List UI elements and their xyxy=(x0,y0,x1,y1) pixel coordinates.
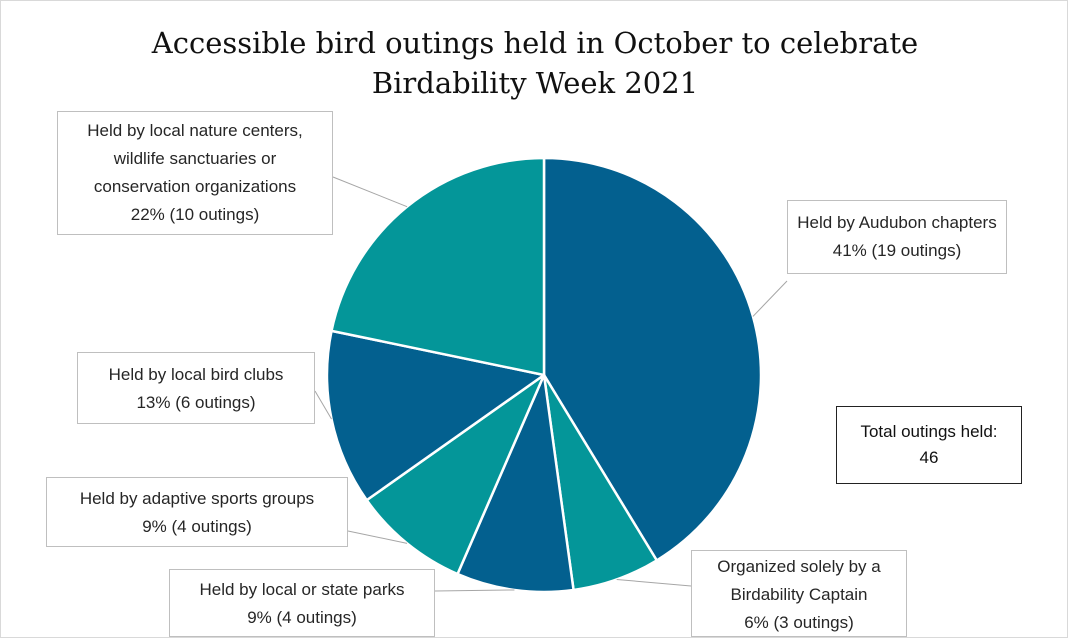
label-local-bird-clubs-line-2: 13% (6 outings) xyxy=(136,393,256,412)
pie-slice-local-bird-clubs xyxy=(325,329,546,502)
label-nature-centers: Held by local nature centers, wildlife s… xyxy=(57,111,333,235)
label-local-state-parks: Held by local or state parks 9% (4 outin… xyxy=(169,569,435,637)
leader-line-local-bird-clubs xyxy=(314,390,332,420)
label-nature-centers-line-1: Held by local nature centers, xyxy=(87,121,303,140)
leader-line-birdability-captain xyxy=(616,578,692,587)
chart-title-line-1: Accessible bird outings held in October … xyxy=(151,26,919,60)
chart-title-line-2: Birdability Week 2021 xyxy=(371,66,699,100)
total-outings-label: Total outings held: xyxy=(860,422,998,441)
label-local-state-parks-line-1: Held by local or state parks xyxy=(199,580,405,599)
label-birdability-captain: Organized solely by a Birdability Captai… xyxy=(691,550,907,637)
label-nature-centers-line-4: 22% (10 outings) xyxy=(130,205,260,224)
label-adaptive-sports-groups-line-1: Held by adaptive sports groups xyxy=(79,489,315,508)
label-adaptive-sports-groups-line-2: 9% (4 outings) xyxy=(142,517,252,536)
label-local-state-parks-line-2: 9% (4 outings) xyxy=(247,608,357,627)
total-outings-value: 46 xyxy=(919,448,939,467)
label-local-bird-clubs-line-1: Held by local bird clubs xyxy=(108,365,284,384)
label-audubon-chapters-line-2: 41% (19 outings) xyxy=(832,241,962,260)
leader-line-audubon-chapters xyxy=(752,280,788,317)
chart-title: Accessible bird outings held in October … xyxy=(1,23,1068,103)
label-local-bird-clubs: Held by local bird clubs 13% (6 outings) xyxy=(77,352,315,424)
pie-slice-nature-centers xyxy=(330,156,546,377)
leader-line-nature-centers xyxy=(332,176,408,208)
leader-line-adaptive-sports-groups xyxy=(347,530,408,544)
label-birdability-captain-line-3: 6% (3 outings) xyxy=(744,613,854,632)
label-adaptive-sports-groups: Held by adaptive sports groups 9% (4 out… xyxy=(46,477,348,547)
label-nature-centers-line-3: conservation organizations xyxy=(93,177,297,196)
leader-line-local-state-parks xyxy=(434,589,515,592)
pie-slice-adaptive-sports-groups xyxy=(365,373,546,576)
label-birdability-captain-line-2: Birdability Captain xyxy=(730,585,868,604)
label-nature-centers-line-2: wildlife sanctuaries or xyxy=(113,149,277,168)
label-audubon-chapters: Held by Audubon chapters 41% (19 outings… xyxy=(787,200,1007,274)
total-outings-box: Total outings held: 46 xyxy=(836,406,1022,484)
label-birdability-captain-line-1: Organized solely by a xyxy=(717,557,881,576)
label-audubon-chapters-line-1: Held by Audubon chapters xyxy=(797,213,997,232)
